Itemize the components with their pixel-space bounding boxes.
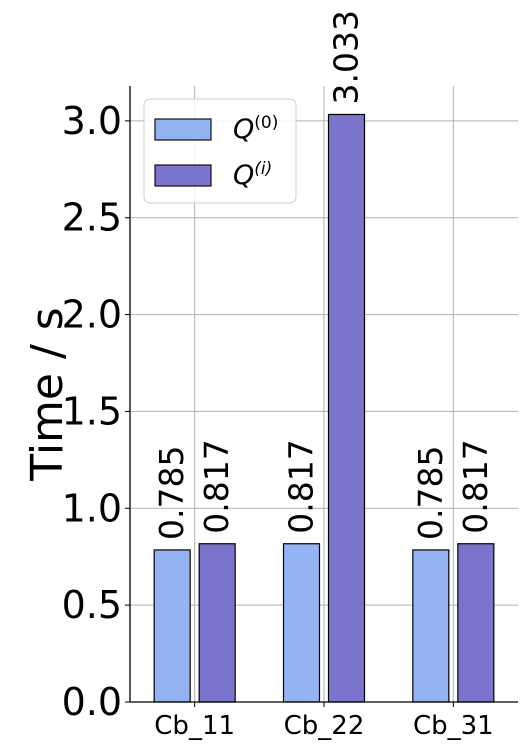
bar bbox=[153, 549, 191, 703]
y-tick-label: 0.0 bbox=[62, 680, 122, 724]
data-label: 0.817 bbox=[456, 439, 495, 533]
y-tick-label: 2.5 bbox=[62, 196, 122, 240]
axes: 0.0 0.5 1.0 1.5 2.0 2.5 3.0 Cb_11 Cb_22 Cb_31 bbox=[62, 86, 518, 741]
y-tick-label: 1.5 bbox=[62, 389, 122, 433]
bar bbox=[327, 113, 366, 703]
legend-swatch bbox=[154, 164, 212, 187]
y-tick-label: 2.0 bbox=[62, 293, 122, 337]
legend-swatch bbox=[154, 118, 212, 141]
legend-entry: Q(0) bbox=[233, 113, 278, 145]
data-label: 3.033 bbox=[327, 10, 366, 104]
bar bbox=[282, 543, 321, 703]
data-label: 0.817 bbox=[197, 439, 236, 533]
x-tick-label: Cb_31 bbox=[413, 711, 494, 741]
data-label: 0.817 bbox=[282, 439, 321, 533]
x-tick-label: Cb_22 bbox=[284, 711, 365, 741]
y-axis-label: Time / s bbox=[22, 307, 73, 481]
bar bbox=[412, 549, 450, 703]
data-label: 0.785 bbox=[411, 445, 450, 539]
legend: Q(0)Q(i) bbox=[143, 98, 297, 204]
y-tick-label: 3.0 bbox=[62, 99, 122, 143]
data-label: 0.785 bbox=[152, 445, 191, 539]
y-tick-label: 1.0 bbox=[62, 486, 122, 530]
bar bbox=[198, 543, 236, 703]
x-tick-label: Cb_11 bbox=[154, 711, 235, 741]
bar bbox=[457, 543, 495, 703]
y-tick-label: 0.5 bbox=[62, 583, 122, 627]
